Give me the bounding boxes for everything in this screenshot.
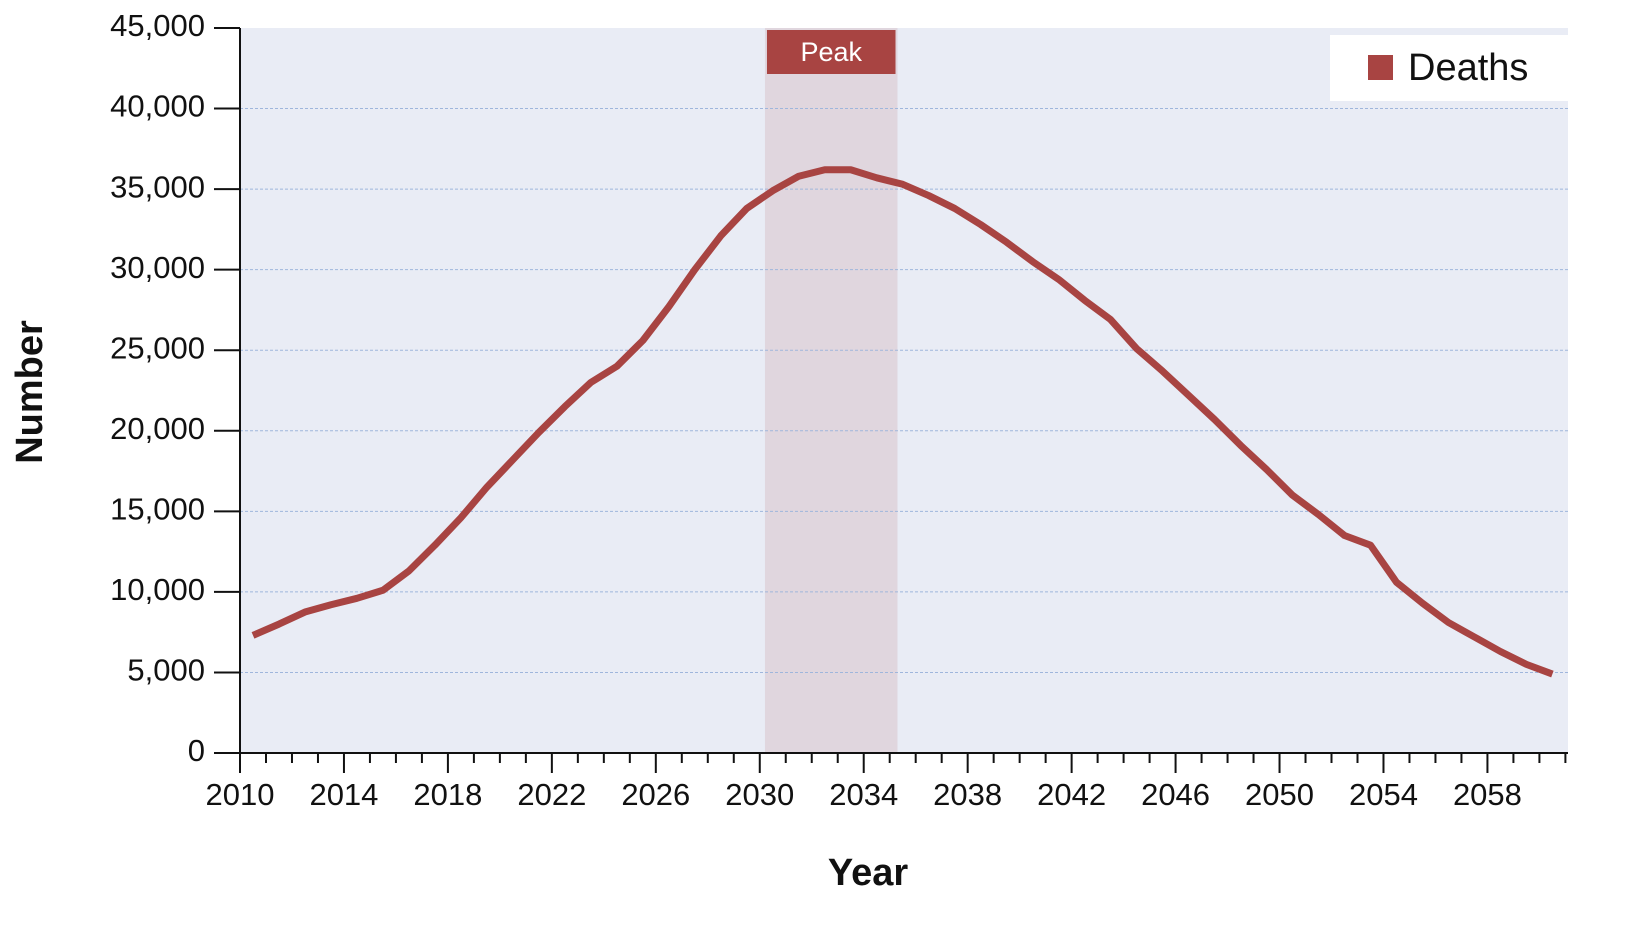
highlight-label-box bbox=[766, 30, 896, 74]
x-tick-label: 2042 bbox=[1037, 777, 1106, 812]
y-tick-label: 10,000 bbox=[110, 572, 205, 607]
x-tick-label: 2026 bbox=[621, 777, 690, 812]
plot-background bbox=[240, 28, 1568, 753]
x-tick-label: 2058 bbox=[1453, 777, 1522, 812]
x-tick-label: 2018 bbox=[413, 777, 482, 812]
x-axis-title: Year bbox=[828, 852, 909, 894]
legend-swatch bbox=[1368, 55, 1393, 80]
x-tick-label: 2014 bbox=[309, 777, 378, 812]
x-tick-label: 2034 bbox=[829, 777, 898, 812]
highlight-band bbox=[764, 28, 898, 753]
x-tick-label: 2030 bbox=[725, 777, 794, 812]
y-axis-title: Number bbox=[9, 320, 51, 464]
y-tick-label: 40,000 bbox=[110, 89, 205, 124]
x-tick-label: 2038 bbox=[933, 777, 1002, 812]
y-tick-label: 5,000 bbox=[127, 653, 205, 688]
line bbox=[251, 166, 1554, 678]
legend: Deaths bbox=[1330, 35, 1568, 101]
highlight-label: Peak bbox=[800, 37, 862, 67]
x-tick-label: 2010 bbox=[206, 777, 275, 812]
x-tick-label: 2050 bbox=[1245, 777, 1314, 812]
x-tick-label: 2054 bbox=[1349, 777, 1418, 812]
legend-label: Deaths bbox=[1408, 47, 1528, 89]
y-tick-label: 0 bbox=[188, 733, 205, 768]
y-tick-label: 35,000 bbox=[110, 169, 205, 204]
y-tick-label: 20,000 bbox=[110, 411, 205, 446]
y-tick-label: 30,000 bbox=[110, 250, 205, 285]
x-tick-label: 2046 bbox=[1141, 777, 1210, 812]
y-tick-label: 25,000 bbox=[110, 330, 205, 365]
y-tick-label: 15,000 bbox=[110, 492, 205, 527]
x-tick-label: 2022 bbox=[517, 777, 586, 812]
y-tick-label: 45,000 bbox=[110, 8, 205, 43]
